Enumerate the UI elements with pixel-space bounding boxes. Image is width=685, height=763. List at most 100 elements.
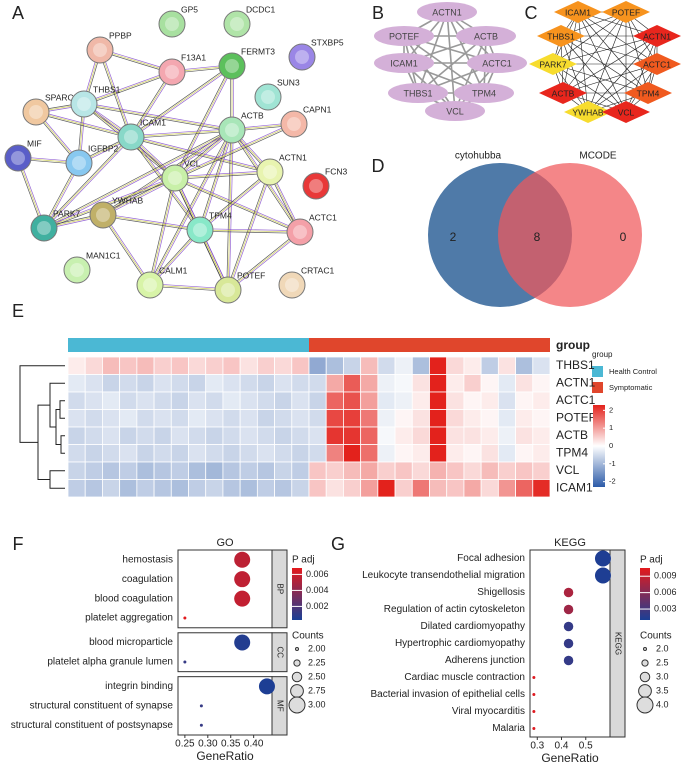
edge (228, 232, 302, 292)
row-label: ICAM1 (556, 480, 593, 494)
heat-cell (84, 444, 103, 463)
heat-cell (119, 356, 138, 375)
edge (560, 35, 627, 113)
node-label: F13A1 (181, 52, 206, 62)
term-label: integrin binding (105, 681, 173, 692)
heat-cell (429, 444, 448, 463)
heat-cell (497, 391, 516, 410)
edge (148, 177, 175, 285)
node-label: THBS1 (547, 31, 575, 41)
heat-cell (153, 479, 172, 498)
node (537, 25, 585, 47)
facet-label: KEGG (613, 632, 622, 655)
edge (100, 49, 133, 137)
node-inner (37, 221, 51, 235)
node-label: YWHAB (112, 195, 144, 205)
dot (532, 727, 536, 730)
heat-cell (205, 391, 224, 410)
row-label: POTEF (556, 410, 596, 424)
edge (43, 177, 176, 229)
edge (200, 172, 272, 232)
edge (560, 35, 658, 65)
heat-cell (532, 391, 551, 410)
node (417, 2, 477, 22)
heat-cell (429, 374, 448, 393)
edge (227, 129, 233, 291)
heat-cell (308, 461, 327, 480)
dot (258, 678, 275, 695)
heat-cell (515, 356, 534, 375)
set-count: 0 (620, 230, 627, 244)
node (467, 53, 527, 73)
dot (234, 590, 251, 607)
node (158, 10, 186, 38)
dot (563, 587, 574, 598)
x-tick-label: 0.25 (175, 739, 195, 750)
node-label: ICAM1 (390, 58, 418, 68)
panel-label: E (12, 301, 24, 321)
edge (83, 103, 233, 131)
edge (562, 35, 658, 94)
term-label: blood coagulation (95, 593, 173, 604)
heat-cell (343, 444, 362, 463)
heat-cell (497, 426, 516, 445)
heat-cell (102, 461, 121, 480)
heat-cell (274, 461, 293, 480)
legend-title: P adj (292, 555, 315, 566)
node-label: ACTN1 (279, 152, 307, 162)
heat-cell (515, 426, 534, 445)
facet-strip (271, 632, 288, 673)
heat-cell (308, 444, 327, 463)
dot (532, 676, 536, 679)
heat-cell (394, 479, 413, 498)
heat-cell (377, 444, 396, 463)
row-label: THBS1 (556, 358, 595, 372)
heat-cell (136, 391, 155, 410)
term-label: Leukocyte transendothelial migration (362, 570, 525, 581)
legend-swatch (592, 382, 603, 393)
node-label: TPM4 (209, 210, 232, 220)
node-label: DCDC1 (246, 4, 276, 14)
heat-cell (325, 356, 344, 375)
edge (417, 35, 487, 94)
x-tick-label: 0.3 (530, 741, 544, 752)
heat-cell (256, 426, 275, 445)
heat-cell (67, 426, 86, 445)
heat-cell (205, 356, 224, 375)
heat-cell (239, 409, 258, 428)
colorbar-label: -2 (609, 477, 616, 486)
legend-label: Symptomatic (609, 383, 653, 392)
heat-cell (480, 444, 499, 463)
edge (174, 122, 294, 178)
node-inner (293, 225, 307, 239)
edge (587, 11, 627, 113)
edge (149, 177, 176, 286)
heat-cell (429, 391, 448, 410)
heat-cell (360, 461, 379, 480)
edge (130, 137, 270, 174)
heat-cell (291, 391, 310, 410)
heat-cell (515, 374, 534, 393)
heat-cell (308, 391, 327, 410)
size-label: 3.5 (656, 685, 669, 695)
heat-cell (480, 356, 499, 375)
heat-cell (515, 461, 534, 480)
node (454, 83, 514, 103)
term-label: Focal adhesion (457, 553, 525, 564)
edge (552, 63, 649, 94)
heat-cell (446, 409, 465, 428)
node-inner (287, 117, 301, 131)
heat-cell (291, 409, 310, 428)
heat-cell (308, 426, 327, 445)
node-label: ACTB (241, 110, 264, 120)
node (256, 158, 284, 186)
edge (562, 63, 658, 94)
heat-cell (463, 356, 482, 375)
size-label: 4.0 (656, 699, 669, 709)
row-label: VCL (556, 463, 580, 477)
x-tick-label: 0.5 (579, 741, 593, 752)
node-label: ACTC1 (643, 59, 671, 69)
node-label: MIF (27, 138, 42, 148)
edge (35, 111, 132, 138)
heat-cell (84, 461, 103, 480)
